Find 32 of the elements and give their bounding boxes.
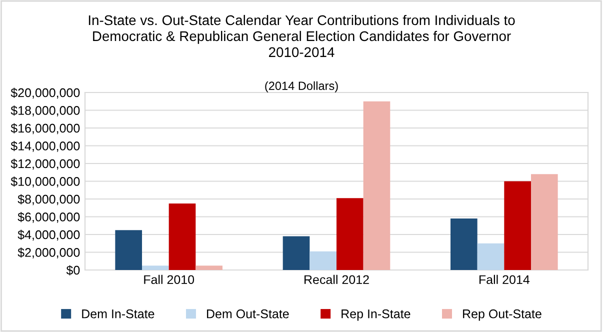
- y-tick-label: $8,000,000: [18, 194, 80, 206]
- y-tick-label: $2,000,000: [18, 248, 80, 258]
- x-tick-label: Recall 2012: [304, 274, 369, 284]
- legend-label: Dem Out-State: [207, 309, 289, 318]
- bar: [282, 236, 310, 270]
- y-tick-label: $16,000,000: [10, 123, 80, 134]
- legend-label: Dem In-State: [82, 309, 154, 318]
- y-tick-label: $20,000,000: [10, 88, 80, 99]
- bar: [504, 181, 531, 270]
- y-tick-label: $12,000,000: [10, 158, 80, 170]
- y-tick-label: $10,000,000: [10, 176, 80, 188]
- bar: [168, 203, 196, 270]
- legend-label: Rep In-State: [342, 309, 410, 321]
- chart-title: In-State vs. Out-State Calendar Year Contributions from Individuals to Democratic & Republican General Election Candidates for Governor 2010-2014: [88, 14, 515, 58]
- y-tick-label: $18,000,000: [10, 106, 80, 116]
- y-tick-label: $4,000,000: [18, 230, 80, 241]
- bar: [196, 266, 222, 270]
- bar: [530, 174, 558, 270]
- y-tick-label: $6,000,000: [18, 212, 80, 223]
- legend-label: Rep Out-State: [463, 309, 542, 321]
- bar: [310, 251, 336, 270]
- x-tick-label: Fall 2010: [144, 274, 194, 284]
- y-tick-label: $14,000,000: [10, 141, 80, 152]
- bar: [336, 198, 364, 270]
- chart-subtitle: (2014 Dollars): [265, 81, 338, 92]
- y-tick-label: $0: [66, 265, 80, 276]
- bar: [142, 266, 169, 270]
- bar: [450, 218, 478, 270]
- bar: [477, 243, 504, 270]
- x-tick-label: Fall 2014: [479, 274, 530, 284]
- bar: [363, 101, 390, 270]
- bar: [115, 230, 142, 270]
